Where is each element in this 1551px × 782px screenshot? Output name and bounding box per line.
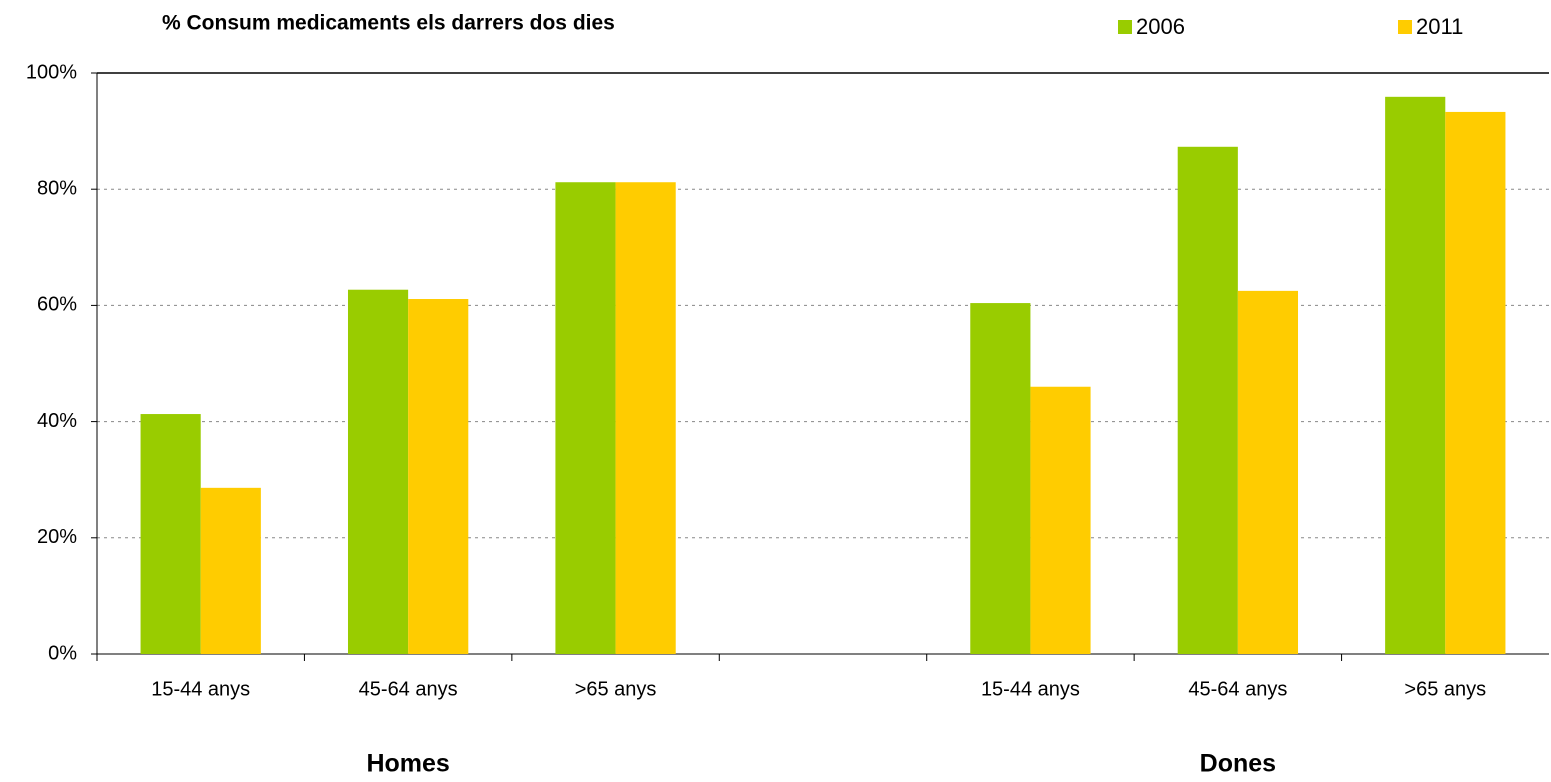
legend-label: 2011 <box>1416 14 1463 39</box>
bar <box>1177 146 1238 655</box>
bar <box>1445 111 1506 654</box>
x-tick-label: 15-44 anys <box>981 678 1080 700</box>
y-tick-label: 80% <box>37 177 77 199</box>
x-tick-label: 15-44 anys <box>151 678 250 700</box>
y-tick-label: 0% <box>48 642 77 664</box>
x-tick-label: >65 anys <box>575 678 657 700</box>
bar <box>347 289 409 654</box>
chart-title: % Consum medicaments els darrers dos die… <box>162 12 615 35</box>
y-tick-label: 100% <box>26 61 77 83</box>
bar <box>200 487 261 654</box>
bar <box>970 303 1031 654</box>
y-tick-label: 60% <box>37 294 77 316</box>
y-tick-label: 40% <box>37 410 77 432</box>
bar <box>1030 386 1091 654</box>
bar <box>1237 290 1299 654</box>
bar <box>615 182 676 654</box>
group-label: Dones <box>1200 750 1276 778</box>
bar <box>408 299 469 654</box>
legend-swatch <box>1118 20 1132 34</box>
x-tick-label: >65 anys <box>1404 678 1486 700</box>
x-tick-label: 45-64 anys <box>359 678 458 700</box>
bar <box>140 414 201 654</box>
bar <box>555 182 616 654</box>
y-tick-label: 20% <box>37 526 77 548</box>
group-label: Homes <box>366 750 449 778</box>
legend-label: 2006 <box>1136 14 1185 39</box>
x-tick-label: 45-64 anys <box>1188 678 1287 700</box>
bar <box>1385 96 1446 655</box>
legend-swatch <box>1398 20 1412 34</box>
